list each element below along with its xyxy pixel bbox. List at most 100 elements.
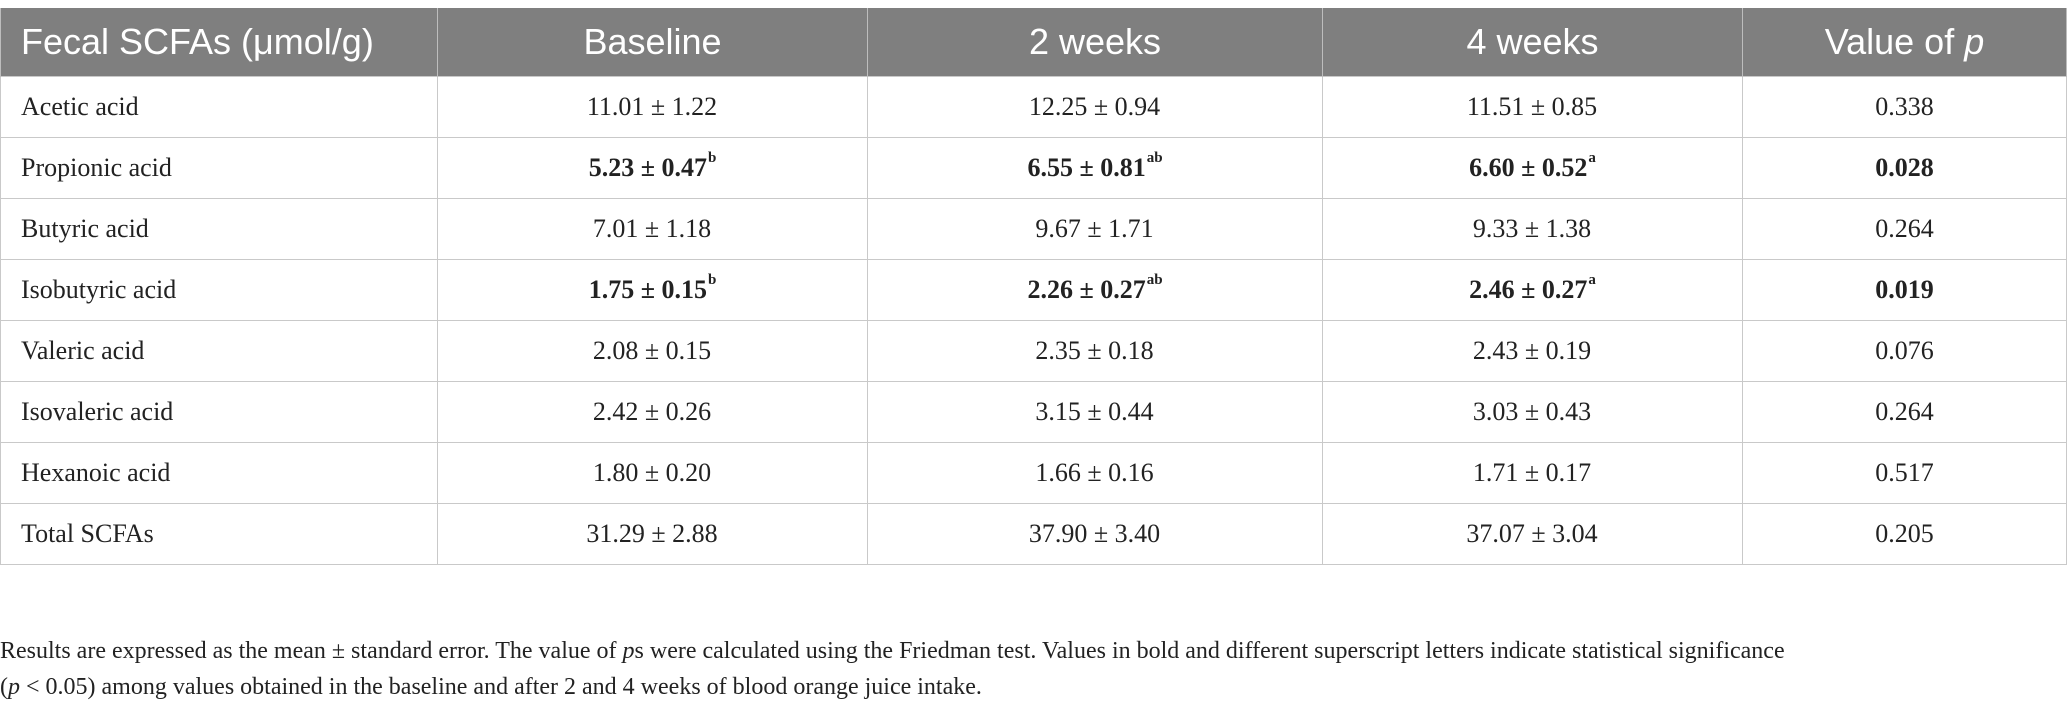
header-fecal-scfas: Fecal SCFAs (μmol/g) [0, 8, 438, 77]
cell-2-weeks-superscript: ab [1146, 150, 1163, 167]
table-row: Isovaleric acid 2.42 ± 0.26 3.15 ± 0.44 3.0… [0, 381, 2067, 443]
cell-2-weeks-value: 9.67 ± 1.71 [1035, 214, 1154, 243]
table-row: Valeric acid 2.08 ± 0.15 2.35 ± 0.18 2.43 ±… [0, 320, 2067, 382]
table-body: Acetic acid 11.01 ± 1.22 12.25 ± 0.94 11.51… [0, 76, 2067, 565]
footnote-text: Results are expressed as the mean ± stan… [0, 638, 623, 664]
cell-4-weeks-superscript: a [1588, 150, 1596, 167]
cell-4-weeks-value: 9.33 ± 1.38 [1472, 214, 1592, 243]
cell-p-value: 0.264 [1742, 381, 2067, 443]
cell-4-weeks: 9.33 ± 1.38 [1322, 198, 1743, 260]
cell-baseline-value: 2.42 ± 0.26 [592, 397, 712, 426]
table-header: Fecal SCFAs (μmol/g) Baseline 2 weeks 4 … [0, 8, 2067, 77]
cell-scfa-name-value: Valeric acid [21, 336, 145, 365]
cell-baseline-value: 1.75 ± 0.15 [588, 275, 707, 304]
cell-p-value-value: 0.019 [1875, 275, 1934, 304]
cell-p-value: 0.076 [1742, 320, 2067, 382]
cell-p-value: 0.517 [1742, 442, 2067, 504]
cell-2-weeks-value: 1.66 ± 0.16 [1035, 458, 1154, 487]
header-value-of-p: Value of p [1742, 8, 2067, 77]
header-row: Fecal SCFAs (μmol/g) Baseline 2 weeks 4 … [0, 8, 2067, 77]
table-row: Propionic acid 5.23 ± 0.47b 6.55 ± 0.81ab 6… [0, 137, 2067, 199]
cell-scfa-name-value: Isobutyric acid [21, 275, 177, 304]
cell-2-weeks: 12.25 ± 0.94 [867, 76, 1323, 138]
cell-2-weeks-value: 2.35 ± 0.18 [1035, 336, 1154, 365]
cell-4-weeks-value: 11.51 ± 0.85 [1466, 92, 1598, 121]
table-footnote: Results are expressed as the mean ± stan… [0, 633, 2067, 705]
cell-baseline-value: 2.08 ± 0.15 [592, 336, 712, 365]
cell-p-value: 0.019 [1742, 259, 2067, 321]
cell-4-weeks: 37.07 ± 3.04 [1322, 503, 1743, 565]
footnote-text: s were calculated using the Friedman tes… [634, 638, 1785, 664]
cell-4-weeks-value: 2.46 ± 0.27 [1469, 275, 1588, 304]
table-row: Isobutyric acid 1.75 ± 0.15b 2.26 ± 0.27ab… [0, 259, 2067, 321]
cell-scfa-name-value: Isovaleric acid [21, 397, 174, 426]
cell-baseline: 11.01 ± 1.22 [437, 76, 868, 138]
footnote-italic-p: p [8, 674, 20, 700]
cell-p-value-value: 0.264 [1875, 397, 1934, 426]
cell-baseline: 1.80 ± 0.20 [437, 442, 868, 504]
cell-2-weeks: 9.67 ± 1.71 [867, 198, 1323, 260]
cell-baseline-value: 7.01 ± 1.18 [592, 214, 712, 243]
cell-2-weeks-value: 6.55 ± 0.81 [1027, 153, 1146, 182]
cell-p-value-value: 0.205 [1875, 519, 1934, 548]
footnote-italic-p: p [622, 638, 635, 664]
cell-2-weeks-value: 3.15 ± 0.44 [1035, 397, 1154, 426]
scfa-table-container: Fecal SCFAs (μmol/g) Baseline 2 weeks 4 … [0, 8, 2067, 565]
cell-4-weeks-value: 37.07 ± 3.04 [1466, 519, 1598, 548]
table-row: Hexanoic acid 1.80 ± 0.20 1.66 ± 0.16 1.71 … [0, 442, 2067, 504]
cell-baseline: 2.42 ± 0.26 [437, 381, 868, 443]
cell-4-weeks-value: 2.43 ± 0.19 [1472, 336, 1592, 365]
cell-p-value: 0.028 [1742, 137, 2067, 199]
cell-4-weeks: 3.03 ± 0.43 [1322, 381, 1743, 443]
cell-baseline-value: 11.01 ± 1.22 [586, 92, 718, 121]
header-value-of-p-italic: p [1964, 21, 1985, 62]
header-baseline: Baseline [437, 8, 868, 77]
footnote-line-2: (p < 0.05) among values obtained in the … [0, 669, 2067, 705]
header-value-of-p-prefix: Value of [1824, 21, 1965, 62]
cell-baseline-superscript: b [707, 272, 717, 289]
cell-baseline-value: 1.80 ± 0.20 [592, 458, 712, 487]
cell-4-weeks: 2.43 ± 0.19 [1322, 320, 1743, 382]
cell-4-weeks: 11.51 ± 0.85 [1322, 76, 1743, 138]
cell-scfa-name: Butyric acid [0, 198, 438, 260]
footnote-line-1: Results are expressed as the mean ± stan… [0, 633, 2067, 669]
cell-2-weeks: 3.15 ± 0.44 [867, 381, 1323, 443]
cell-baseline: 7.01 ± 1.18 [437, 198, 868, 260]
cell-4-weeks-superscript: a [1588, 272, 1596, 289]
cell-2-weeks: 1.66 ± 0.16 [867, 442, 1323, 504]
cell-4-weeks-value: 3.03 ± 0.43 [1472, 397, 1592, 426]
cell-scfa-name: Propionic acid [0, 137, 438, 199]
cell-baseline: 2.08 ± 0.15 [437, 320, 868, 382]
cell-scfa-name-value: Total SCFAs [21, 519, 154, 548]
cell-p-value-value: 0.028 [1875, 153, 1934, 182]
table-row: Butyric acid 7.01 ± 1.18 9.67 ± 1.71 9.33 ±… [0, 198, 2067, 260]
cell-scfa-name-value: Acetic acid [21, 92, 139, 121]
cell-p-value-value: 0.076 [1875, 336, 1934, 365]
cell-2-weeks: 2.26 ± 0.27ab [867, 259, 1323, 321]
cell-2-weeks-superscript: ab [1146, 272, 1163, 289]
cell-p-value-value: 0.338 [1875, 92, 1934, 121]
cell-2-weeks: 2.35 ± 0.18 [867, 320, 1323, 382]
cell-scfa-name: Isovaleric acid [0, 381, 438, 443]
cell-4-weeks-value: 6.60 ± 0.52 [1469, 153, 1588, 182]
scfa-table: Fecal SCFAs (μmol/g) Baseline 2 weeks 4 … [0, 8, 2067, 565]
cell-baseline: 31.29 ± 2.88 [437, 503, 868, 565]
cell-baseline: 1.75 ± 0.15b [437, 259, 868, 321]
cell-baseline-superscript: b [707, 150, 717, 167]
cell-scfa-name-value: Propionic acid [21, 153, 172, 182]
footnote-text: ( [0, 674, 8, 700]
header-4-weeks: 4 weeks [1322, 8, 1743, 77]
cell-p-value: 0.205 [1742, 503, 2067, 565]
cell-2-weeks: 6.55 ± 0.81ab [867, 137, 1323, 199]
cell-scfa-name: Isobutyric acid [0, 259, 438, 321]
header-2-weeks: 2 weeks [867, 8, 1323, 77]
cell-baseline: 5.23 ± 0.47b [437, 137, 868, 199]
cell-scfa-name: Valeric acid [0, 320, 438, 382]
cell-2-weeks-value: 12.25 ± 0.94 [1028, 92, 1161, 121]
cell-p-value: 0.338 [1742, 76, 2067, 138]
footnote-text: < 0.05) among values obtained in the bas… [20, 674, 982, 700]
cell-scfa-name: Acetic acid [0, 76, 438, 138]
cell-4-weeks: 2.46 ± 0.27a [1322, 259, 1743, 321]
table-row: Acetic acid 11.01 ± 1.22 12.25 ± 0.94 11.51… [0, 76, 2067, 138]
cell-2-weeks-value: 37.90 ± 3.40 [1028, 519, 1161, 548]
